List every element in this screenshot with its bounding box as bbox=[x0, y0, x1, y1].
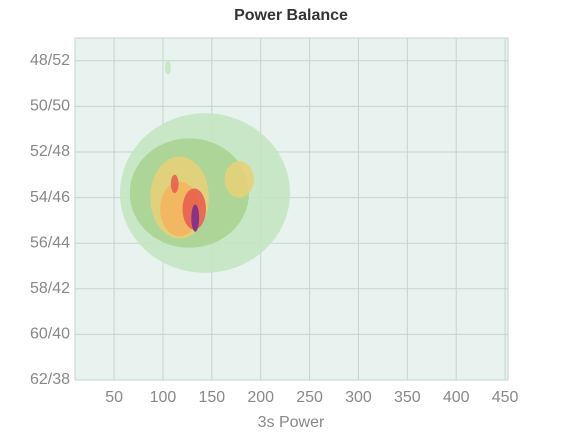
x-tick-label: 350 bbox=[394, 389, 421, 406]
x-tick-label: 150 bbox=[198, 389, 225, 406]
y-tick-label: 54/46 bbox=[30, 189, 70, 206]
x-axis-title: 3s Power bbox=[258, 414, 325, 431]
y-tick-label: 58/42 bbox=[30, 280, 70, 297]
x-tick-label: 250 bbox=[296, 389, 323, 406]
y-tick-label: 62/38 bbox=[30, 371, 70, 388]
contour-region bbox=[164, 60, 171, 75]
x-tick-label: 450 bbox=[492, 389, 519, 406]
x-tick-label: 50 bbox=[105, 389, 123, 406]
y-tick-label: 48/52 bbox=[30, 52, 70, 69]
y-tick-label: 50/50 bbox=[30, 98, 70, 115]
x-tick-label: 100 bbox=[150, 389, 177, 406]
x-tick-label: 400 bbox=[443, 389, 470, 406]
x-tick-label: 200 bbox=[247, 389, 274, 406]
y-tick-label: 56/44 bbox=[30, 234, 70, 251]
y-tick-label: 60/40 bbox=[30, 326, 70, 343]
contour-region bbox=[191, 204, 200, 232]
chart-title: Power Balance bbox=[234, 7, 348, 24]
y-tick-label: 52/48 bbox=[30, 143, 70, 160]
contour-region bbox=[170, 174, 179, 194]
contour-region bbox=[224, 161, 254, 198]
x-tick-label: 300 bbox=[345, 389, 372, 406]
